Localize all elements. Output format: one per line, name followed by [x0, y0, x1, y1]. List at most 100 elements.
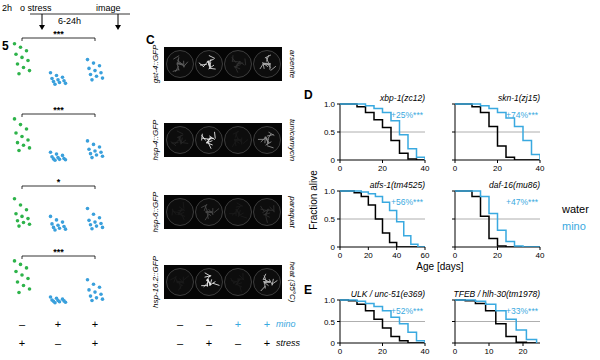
chart-title: TFEB / hlh-30(tm1978) [454, 289, 541, 299]
worm [232, 142, 235, 147]
grid-line [455, 321, 540, 322]
y-tick-label: 0 [331, 156, 336, 165]
y-tick [337, 321, 340, 322]
dot [53, 301, 57, 305]
x-tick [455, 247, 456, 250]
y-tick [452, 132, 455, 133]
x-tick-label: 20 [519, 347, 528, 356]
worm [266, 217, 268, 223]
stress-label: paraquat [288, 195, 297, 228]
y-tick-label: 1.0 [324, 100, 336, 109]
dot [28, 223, 32, 227]
x-tick-label: 0 [338, 347, 343, 356]
dot [25, 208, 29, 212]
x-tick-label: 20 [378, 347, 387, 356]
dot [14, 270, 18, 274]
figure: 2ho stress6-24himage5**********–+++–+Cgs… [0, 0, 600, 360]
worm [258, 139, 264, 140]
worm [265, 210, 269, 215]
worms [173, 56, 188, 72]
dot [26, 138, 30, 142]
dot [93, 220, 97, 224]
annotation: +47%*** [506, 197, 539, 207]
worm [269, 132, 274, 135]
worm [173, 69, 179, 71]
dot [13, 42, 17, 46]
dot [93, 149, 97, 153]
x-tick [523, 343, 524, 346]
dot [64, 300, 68, 304]
y-tick [337, 104, 340, 105]
axis-title: Age [days] [416, 261, 463, 272]
chart-title: ULK / unc-51(e369) [351, 289, 425, 299]
worm [177, 281, 183, 283]
dot [28, 287, 32, 291]
x-tick-label: 0 [453, 164, 458, 173]
dot [53, 228, 57, 232]
image-strip [164, 123, 282, 157]
x-tick-label: 10 [485, 347, 494, 356]
stress-label: tunicamycin [288, 119, 297, 162]
timeline-label: 6-24h [58, 16, 81, 26]
condition-name: stress [276, 338, 301, 348]
annotation: +25%*** [391, 110, 424, 120]
x-tick-label: 0 [338, 251, 343, 260]
dot [19, 203, 23, 207]
condition-sign: – [55, 337, 62, 349]
stress-label: heat (35°C) [288, 262, 297, 303]
worm [232, 56, 234, 62]
y-tick [337, 219, 340, 220]
worm [232, 211, 236, 215]
axis-title: Fraction alive [308, 170, 319, 230]
condition-sign: – [235, 337, 242, 349]
worm [244, 59, 246, 65]
worms [258, 132, 274, 147]
condition-sign: + [92, 337, 98, 349]
plot-area [340, 300, 425, 343]
dot [61, 75, 65, 79]
dot [101, 226, 105, 230]
arrow-head [115, 25, 121, 30]
worm [212, 208, 213, 214]
annotation: +56%*** [391, 197, 424, 207]
worm [171, 142, 176, 146]
worm [261, 286, 265, 290]
reporter-label: hsp-4::GFP [151, 119, 160, 161]
reporter-label: hsp-16.2::GFP [151, 255, 160, 308]
worm [267, 146, 273, 148]
y-tick-label: 0 [331, 243, 336, 252]
worm [174, 56, 179, 59]
dot [86, 207, 90, 211]
dot [98, 145, 102, 149]
dot [49, 295, 53, 299]
x-tick-label: 20 [493, 251, 502, 260]
reporter-label: hsp-6::GFP [151, 191, 160, 233]
reporter-label: gst-4::GFP [151, 44, 160, 83]
dot [55, 74, 59, 78]
dot [55, 218, 59, 222]
dot [17, 149, 21, 153]
y-tick [337, 132, 340, 133]
dot [50, 77, 54, 81]
worm [184, 62, 188, 67]
dot [22, 66, 26, 70]
worm [172, 209, 174, 215]
y-tick [452, 219, 455, 220]
worm [265, 55, 270, 58]
worm [177, 58, 179, 64]
worm [172, 210, 176, 215]
dot [98, 216, 102, 220]
worm [201, 134, 203, 140]
worms [260, 55, 275, 70]
dot [49, 71, 53, 75]
worm [208, 279, 210, 285]
dot [86, 278, 90, 282]
condition-sign: + [264, 337, 270, 349]
image-strip [164, 47, 282, 81]
x-tick [382, 343, 383, 346]
significance: *** [53, 29, 64, 39]
well [254, 127, 281, 154]
dot [92, 212, 96, 216]
worm [266, 137, 268, 143]
worm [235, 139, 241, 141]
